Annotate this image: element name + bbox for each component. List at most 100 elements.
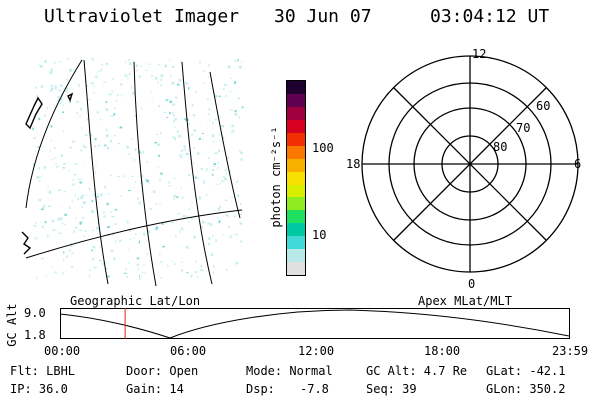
uv-speckle bbox=[76, 112, 78, 114]
status-seq: Seq: 39 bbox=[366, 382, 417, 396]
uv-speckle bbox=[142, 150, 145, 154]
uv-speckle bbox=[172, 136, 175, 139]
uv-speckle bbox=[205, 194, 209, 196]
uv-speckle bbox=[104, 144, 107, 147]
uv-speckle bbox=[68, 170, 71, 172]
uv-speckle bbox=[181, 261, 184, 263]
uv-speckle bbox=[132, 92, 135, 95]
uv-speckle bbox=[210, 223, 213, 226]
uv-speckle bbox=[48, 190, 52, 194]
uv-speckle bbox=[91, 200, 94, 202]
altitude-curve bbox=[59, 309, 570, 339]
uv-speckle bbox=[113, 107, 116, 110]
uv-speckle bbox=[93, 85, 95, 87]
uv-speckle bbox=[94, 145, 97, 148]
uv-speckle bbox=[224, 83, 227, 87]
uv-speckle bbox=[224, 177, 228, 181]
uv-speckle bbox=[43, 204, 46, 207]
uv-speckle bbox=[50, 68, 53, 71]
uv-speckle bbox=[101, 262, 104, 266]
uv-speckle bbox=[222, 234, 224, 237]
uv-speckle bbox=[117, 175, 120, 178]
uv-speckle bbox=[86, 117, 89, 121]
uv-speckle bbox=[56, 165, 59, 168]
uv-speckle bbox=[129, 229, 132, 233]
uv-speckle bbox=[34, 222, 37, 224]
uv-speckle bbox=[53, 157, 57, 159]
uv-speckle bbox=[64, 223, 66, 225]
uv-speckle bbox=[96, 111, 99, 114]
uv-speckle bbox=[138, 277, 141, 281]
uv-speckle bbox=[40, 85, 44, 88]
uv-speckle bbox=[146, 179, 150, 183]
uv-speckle bbox=[97, 196, 99, 198]
uv-speckle bbox=[161, 222, 164, 225]
uv-speckle bbox=[188, 221, 190, 223]
uv-speckle bbox=[174, 177, 176, 180]
uv-speckle bbox=[177, 213, 180, 215]
uv-speckle bbox=[51, 219, 54, 223]
uv-speckle bbox=[104, 261, 106, 263]
geographic-label: Geographic Lat/Lon bbox=[70, 294, 201, 308]
status-gain: Gain: 14 bbox=[126, 382, 184, 396]
uv-speckle bbox=[157, 81, 159, 84]
uv-speckle bbox=[68, 206, 71, 209]
uv-speckle bbox=[171, 81, 175, 85]
time-tick-1200: 12:00 bbox=[298, 344, 335, 358]
lat-label-80: 80 bbox=[493, 140, 507, 154]
uv-speckle bbox=[59, 102, 62, 105]
uv-speckle bbox=[234, 112, 238, 116]
uv-speckle bbox=[128, 248, 130, 251]
uv-speckle bbox=[107, 226, 110, 228]
uv-speckle bbox=[71, 200, 74, 202]
uv-speckle bbox=[36, 94, 38, 98]
mlt-label-18: 18 bbox=[346, 157, 360, 171]
colorbar-segment bbox=[287, 223, 305, 237]
uv-speckle bbox=[238, 66, 242, 69]
uv-speckle bbox=[181, 154, 184, 156]
uv-speckle bbox=[72, 183, 75, 186]
uv-speckle bbox=[186, 272, 189, 274]
uv-speckle bbox=[80, 178, 83, 180]
uv-speckle bbox=[80, 149, 82, 152]
uv-speckle bbox=[224, 169, 227, 171]
uv-speckle bbox=[134, 158, 136, 162]
uv-speckle bbox=[51, 266, 54, 268]
uv-speckle bbox=[175, 96, 178, 99]
uv-speckle bbox=[200, 226, 203, 229]
uv-speckle bbox=[236, 180, 238, 183]
uv-speckle bbox=[129, 239, 132, 241]
uv-speckle bbox=[155, 226, 159, 230]
uv-speckle bbox=[162, 245, 165, 248]
uv-speckle bbox=[92, 258, 95, 261]
uv-speckle bbox=[109, 140, 112, 142]
uv-speckle bbox=[152, 190, 156, 194]
uv-speckle bbox=[214, 118, 217, 121]
uv-speckle bbox=[84, 164, 86, 166]
uv-speckle bbox=[155, 76, 158, 80]
uv-speckle bbox=[68, 249, 71, 252]
uv-speckle bbox=[239, 222, 243, 225]
uv-speckle bbox=[97, 193, 99, 196]
uv-speckle bbox=[218, 133, 220, 136]
uv-speckle bbox=[179, 153, 181, 157]
uv-speckle bbox=[71, 252, 74, 254]
uv-speckle bbox=[144, 272, 146, 274]
uv-speckle bbox=[193, 218, 196, 220]
uv-speckle bbox=[89, 156, 92, 159]
uv-speckle bbox=[185, 81, 188, 85]
uv-speckle bbox=[90, 82, 94, 85]
uv-speckle bbox=[168, 181, 170, 184]
uv-speckle bbox=[180, 227, 184, 231]
uv-speckle bbox=[192, 114, 196, 117]
uv-speckle bbox=[64, 90, 66, 92]
uv-speckle bbox=[50, 84, 53, 87]
uv-speckle bbox=[127, 59, 130, 61]
uv-speckle bbox=[234, 233, 238, 236]
uv-speckle bbox=[44, 221, 47, 224]
uv-speckle bbox=[111, 215, 115, 218]
uv-speckle bbox=[106, 146, 110, 150]
uv-speckle bbox=[198, 196, 202, 200]
uv-speckle bbox=[240, 158, 243, 161]
uv-speckle bbox=[213, 163, 216, 166]
